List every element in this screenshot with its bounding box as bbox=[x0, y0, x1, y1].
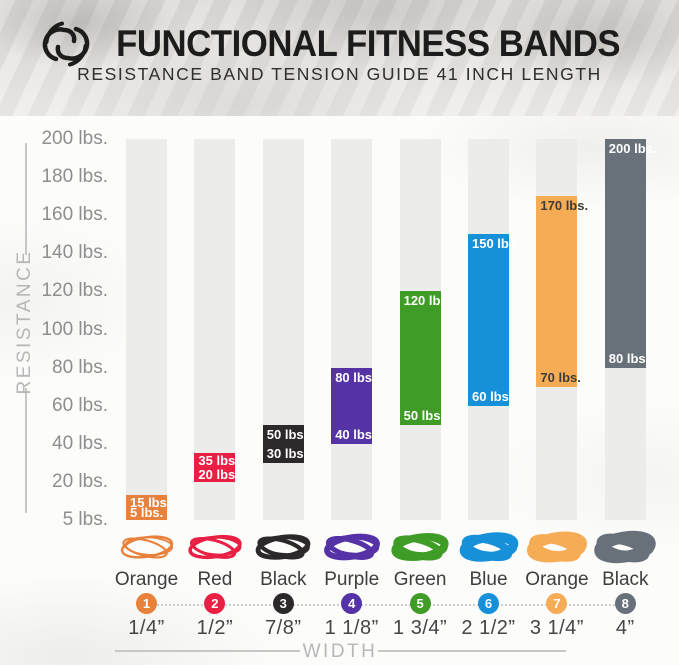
range-bar-purple-4: 80 lbs. 40 lbs. bbox=[331, 367, 376, 444]
band-width-label: 7/8” bbox=[265, 617, 302, 639]
range-bar-orange-7: 170 lbs. 70 lbs. bbox=[536, 196, 588, 387]
range-bar-blue-6: 150 lbs. 60 lbs. bbox=[468, 234, 520, 406]
band-number-badge: 1 bbox=[136, 592, 157, 614]
band-width-label: 2 1/2” bbox=[461, 617, 516, 639]
x-axis-line-right bbox=[378, 650, 566, 652]
band-number-badge: 2 bbox=[204, 592, 226, 614]
max-value-label: 80 lbs. bbox=[335, 369, 376, 385]
band-number-badge: 7 bbox=[546, 592, 568, 614]
y-tick-label: 100 lbs. bbox=[41, 318, 108, 340]
y-axis-line-upper bbox=[25, 143, 27, 255]
column-track-1 bbox=[126, 139, 167, 520]
range-bar-black-3: 50 lbs. 30 lbs. bbox=[262, 424, 308, 463]
y-tick-label: 200 lbs. bbox=[41, 128, 108, 149]
band-name-label: Black bbox=[260, 569, 307, 590]
band-image-purple-icon bbox=[323, 533, 380, 561]
max-value-label: 50 lbs. bbox=[266, 426, 308, 442]
min-value-label: 70 lbs. bbox=[540, 369, 581, 385]
y-tick-label: 80 lbs. bbox=[52, 356, 108, 378]
band-name-label: Blue bbox=[469, 569, 508, 590]
y-tick-label: 160 lbs. bbox=[41, 204, 108, 226]
header-banner: FUNCTIONAL FITNESS BANDS RESISTANCE BAND… bbox=[0, 0, 679, 116]
min-value-label: 5 lbs. bbox=[130, 504, 164, 520]
band-name-label: Purple bbox=[324, 569, 380, 590]
y-tick-label: 20 lbs. bbox=[52, 470, 108, 492]
band-number-badge: 8 bbox=[614, 592, 636, 614]
legend-cell-8: Black 8 4” bbox=[591, 525, 659, 641]
min-value-label: 30 lbs. bbox=[266, 445, 308, 461]
legend-cell-6: Blue 6 2 1/2” bbox=[455, 525, 523, 641]
page-subtitle: RESISTANCE BAND TENSION GUIDE 41 INCH LE… bbox=[77, 64, 602, 84]
band-width-label: 3 1/4” bbox=[529, 617, 584, 639]
legend-cell-2: Red 2 1/2” bbox=[181, 525, 249, 641]
max-value-label: 35 lbs. bbox=[198, 453, 239, 469]
column-track-4 bbox=[331, 139, 373, 520]
band-image-orange-icon bbox=[526, 531, 587, 563]
legend-cell-5: Green 5 1 3/4” bbox=[386, 525, 454, 641]
band-image-blue-icon bbox=[459, 532, 518, 562]
band-image-black-icon bbox=[255, 534, 311, 560]
brand-logo-swirl-icon bbox=[43, 21, 90, 67]
min-value-label: 40 lbs. bbox=[335, 426, 376, 442]
band-name-label: Green bbox=[393, 569, 447, 590]
x-axis-title: WIDTH bbox=[302, 641, 378, 662]
y-tick-label: 60 lbs. bbox=[52, 394, 108, 416]
y-tick-label: 120 lbs. bbox=[41, 280, 108, 302]
max-value-label: 150 lbs. bbox=[472, 236, 520, 252]
y-axis-line-lower bbox=[25, 388, 27, 513]
y-tick-label: 5 lbs. bbox=[62, 509, 108, 530]
page-title: FUNCTIONAL FITNESS BANDS bbox=[116, 23, 621, 64]
title-row: FUNCTIONAL FITNESS BANDS bbox=[0, 20, 679, 68]
min-value-label: 50 lbs. bbox=[403, 407, 445, 423]
band-image-red-icon bbox=[188, 534, 242, 560]
range-bar-red-2: 35 lbs. 20 lbs. bbox=[194, 453, 239, 482]
y-tick-label: 40 lbs. bbox=[52, 432, 108, 454]
band-width-label: 1/2” bbox=[196, 617, 234, 639]
max-value-label: 200 lbs. bbox=[608, 141, 657, 156]
band-name-label: Orange bbox=[525, 569, 589, 590]
max-value-label: 120 lbs. bbox=[403, 293, 452, 309]
range-bar-black-8: 200 lbs. 80 lbs. bbox=[604, 139, 657, 368]
max-value-label: 15 lbs. bbox=[130, 494, 171, 510]
min-value-label: 60 lbs. bbox=[472, 388, 513, 404]
legend-cell-7: Orange 7 3 1/4” bbox=[523, 525, 591, 641]
legend-cell-4: Purple 4 1 1/8” bbox=[318, 525, 386, 641]
min-value-label: 80 lbs. bbox=[608, 350, 650, 366]
column-track-3 bbox=[262, 139, 304, 520]
max-value-label: 170 lbs. bbox=[540, 198, 589, 214]
footer-dotted-connector bbox=[146, 604, 626, 606]
band-name-label: Orange bbox=[114, 569, 179, 590]
band-name-label: Black bbox=[602, 569, 649, 590]
band-number-badge: 4 bbox=[341, 592, 363, 614]
band-number-badge: 3 bbox=[272, 592, 294, 614]
range-bar-orange-1: 15 lbs. 5 lbs. bbox=[126, 494, 171, 520]
min-value-label: 20 lbs. bbox=[198, 466, 239, 482]
legend-cell-3: Black 3 7/8” bbox=[249, 525, 317, 641]
band-name-label: Red bbox=[197, 569, 233, 590]
y-tick-label: 180 lbs. bbox=[41, 166, 108, 188]
band-width-label: 4” bbox=[615, 617, 635, 639]
band-number-badge: 5 bbox=[409, 592, 431, 614]
band-image-black-icon bbox=[594, 530, 657, 564]
x-axis-line-left bbox=[115, 650, 300, 652]
band-width-label: 1/4” bbox=[128, 617, 165, 639]
band-width-label: 1 1/8” bbox=[324, 617, 379, 639]
legend-cell-1: Orange 1 1/4” bbox=[113, 525, 181, 641]
band-image-green-icon bbox=[391, 532, 449, 562]
range-bar-green-5: 120 lbs. 50 lbs. bbox=[399, 291, 451, 425]
band-image-orange-icon bbox=[120, 535, 173, 559]
band-width-label: 1 3/4” bbox=[393, 617, 448, 639]
y-tick-label: 140 lbs. bbox=[41, 242, 108, 264]
band-number-badge: 6 bbox=[478, 592, 499, 614]
chart-plot: 15 lbs. 5 lbs. 35 lbs. 20 lbs. 50 lbs. 30 lbs… bbox=[126, 139, 657, 520]
